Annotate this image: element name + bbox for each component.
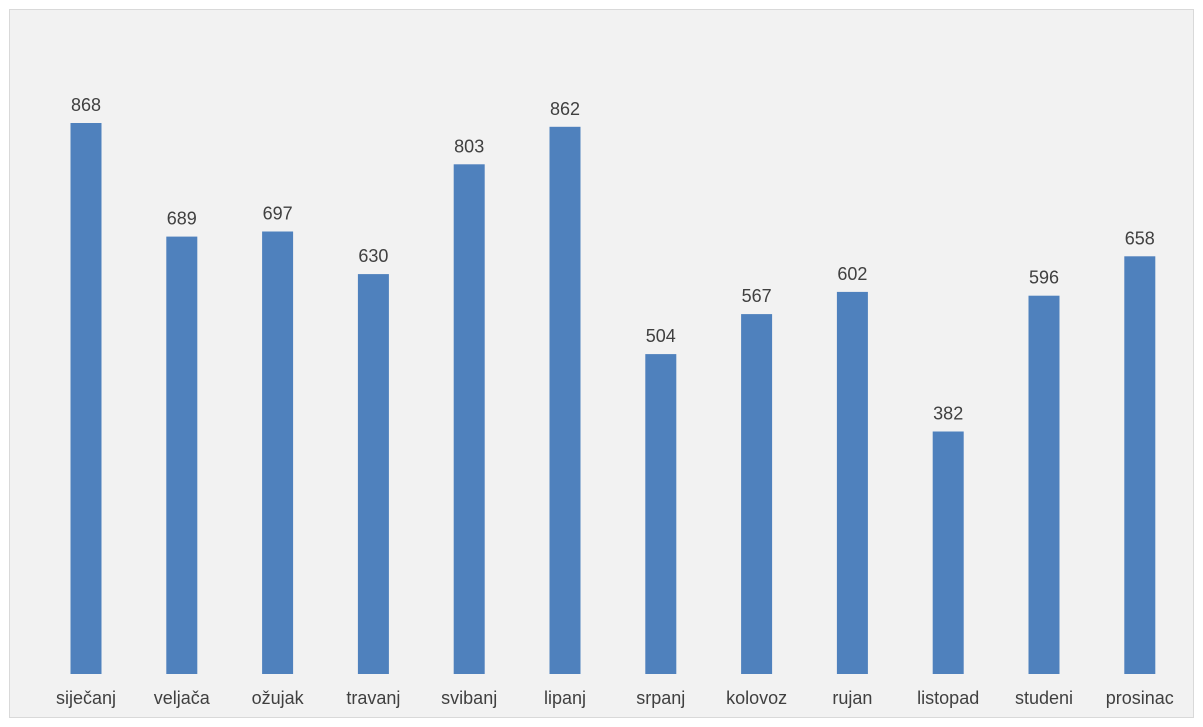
bar-3 bbox=[357, 274, 389, 674]
value-label-6: 504 bbox=[646, 326, 676, 346]
bar-2 bbox=[262, 231, 294, 674]
bar-1 bbox=[166, 236, 198, 674]
category-label-11: prosinac bbox=[1106, 688, 1174, 708]
value-label-0: 868 bbox=[71, 95, 101, 115]
bars-group bbox=[70, 123, 1156, 675]
value-label-9: 382 bbox=[933, 404, 963, 424]
bar-9 bbox=[932, 431, 964, 674]
category-label-3: travanj bbox=[346, 688, 400, 708]
bar-7 bbox=[741, 314, 773, 674]
value-label-8: 602 bbox=[837, 264, 867, 284]
value-label-4: 803 bbox=[454, 136, 484, 156]
value-label-5: 862 bbox=[550, 99, 580, 119]
value-label-3: 630 bbox=[358, 246, 388, 266]
category-label-1: veljača bbox=[154, 688, 211, 708]
category-label-8: rujan bbox=[832, 688, 872, 708]
category-label-0: siječanj bbox=[56, 688, 116, 708]
category-label-2: ožujak bbox=[252, 688, 305, 708]
value-label-2: 697 bbox=[263, 204, 293, 224]
bar-8 bbox=[836, 291, 868, 674]
bar-10 bbox=[1028, 295, 1060, 674]
category-label-4: svibanj bbox=[441, 688, 497, 708]
value-label-11: 658 bbox=[1125, 228, 1155, 248]
bar-4 bbox=[453, 164, 485, 675]
category-label-9: listopad bbox=[917, 688, 979, 708]
value-label-1: 689 bbox=[167, 209, 197, 229]
category-label-5: lipanj bbox=[544, 688, 586, 708]
bar-5 bbox=[549, 126, 581, 675]
bar-11 bbox=[1124, 256, 1156, 674]
value-labels-group: 868 689 697 630 803 862 504 567 602 382 596 658 bbox=[71, 95, 1155, 424]
bar-6 bbox=[645, 354, 677, 674]
category-label-10: studeni bbox=[1015, 688, 1073, 708]
chart-area bbox=[9, 9, 1194, 718]
category-labels-group: siječanj veljača ožujak travanj svibanj lipan… bbox=[56, 688, 1174, 708]
value-label-10: 596 bbox=[1029, 268, 1059, 288]
category-label-7: kolovoz bbox=[726, 688, 787, 708]
value-label-7: 567 bbox=[742, 286, 772, 306]
bar-0 bbox=[70, 123, 102, 674]
category-label-6: srpanj bbox=[636, 688, 685, 708]
